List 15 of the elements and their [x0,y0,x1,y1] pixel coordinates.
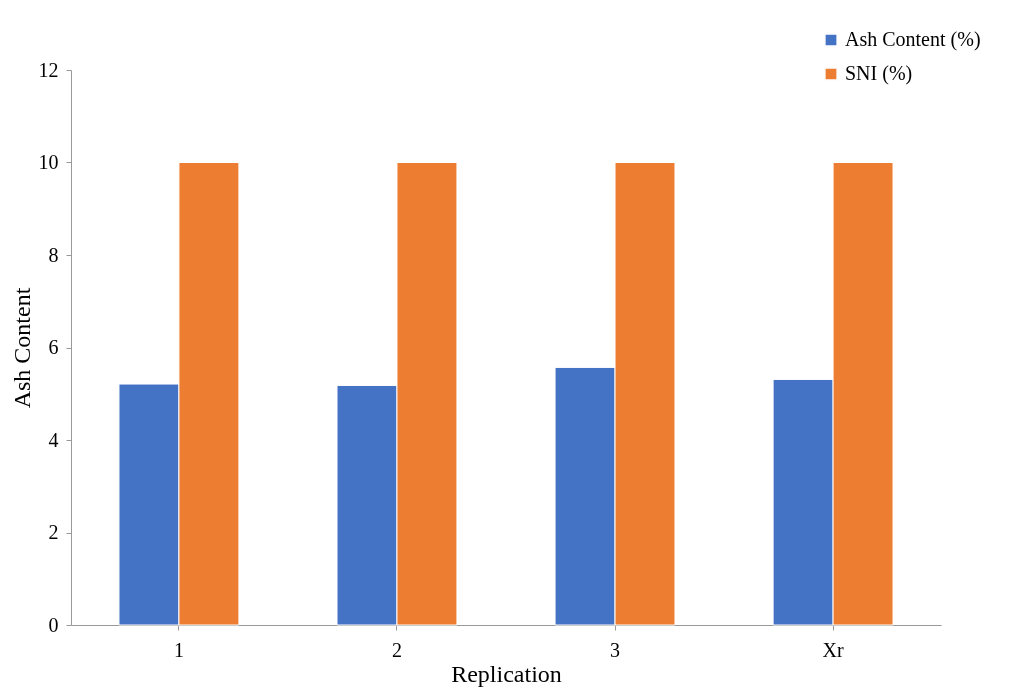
x-axis-title: Replication [451,660,562,687]
y-tick-label: 2 [48,521,59,543]
x-tick-label: 2 [391,638,402,661]
x-tick-label: 3 [610,638,621,661]
y-tick-label: 8 [48,243,59,266]
y-tick-label: 6 [48,336,59,358]
y-tick-label: 0 [48,613,59,636]
legend-label: Ash Content (%) [845,28,981,51]
y-tick-label: 12 [38,58,59,81]
y-tick-label: 10 [38,151,59,173]
y-axis-title: Ash Content [8,287,35,409]
x-tick-label: 1 [173,638,184,661]
x-tick-label: Xr [822,638,844,661]
legend-label: SNI (%) [845,62,913,85]
y-tick-label: 4 [48,428,59,451]
